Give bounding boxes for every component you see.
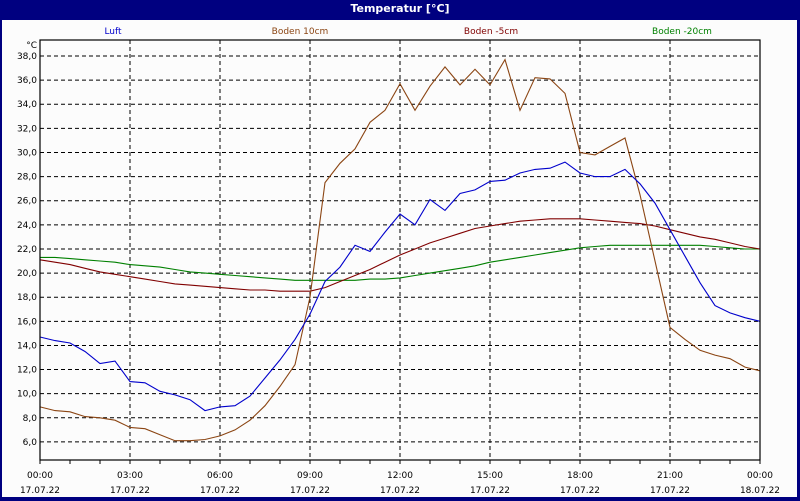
x-tick-date: 17.07.22 — [380, 486, 420, 496]
y-tick-label: 14,0 — [17, 341, 37, 351]
series-line-boden-5cm — [39, 218, 761, 292]
x-tick-time: 21:00 — [657, 471, 683, 481]
y-tick-label: 34,0 — [17, 100, 37, 110]
series-line-boden-10cm — [39, 58, 761, 442]
x-tick-date: 17.07.22 — [290, 486, 330, 496]
x-tick-date: 17.07.22 — [200, 486, 240, 496]
y-tick-label: 28,0 — [17, 173, 37, 183]
series-line-luft — [39, 161, 761, 412]
series-line-boden-20cm — [40, 244, 760, 281]
y-tick-label: 32,0 — [17, 124, 37, 134]
legend-item: Boden 10cm — [272, 27, 329, 37]
y-tick-label: 8,0 — [23, 414, 38, 424]
x-tick-date: 18.07.22 — [740, 486, 780, 496]
line-chart: Luft Boden 10cm Boden -5cm Boden -20cm 38,0 3… — [17, 27, 780, 496]
y-tick-label: 20,0 — [17, 269, 37, 279]
x-tick-time: 18:00 — [567, 471, 593, 481]
legend-item: Boden -20cm — [652, 27, 712, 37]
x-tick-time: 00:00 — [747, 471, 773, 481]
y-tick-label: 16,0 — [17, 317, 37, 327]
y-tick-label: 36,0 — [17, 76, 37, 86]
chart-title: Temperatur [°C] — [350, 2, 450, 15]
y-tick-label: 24,0 — [17, 221, 37, 231]
y-tick-label: 12,0 — [17, 366, 37, 376]
chart-canvas: Luft Boden 10cm Boden -5cm Boden -20cm 38,0 3… — [2, 20, 797, 497]
x-tick-date: 17.07.22 — [20, 486, 60, 496]
x-tick-time: 00:00 — [27, 471, 53, 481]
x-tick-date: 17.07.22 — [560, 486, 600, 496]
x-tick-time: 15:00 — [477, 471, 503, 481]
x-tick-time: 12:00 — [387, 471, 413, 481]
y-tick-label: 18,0 — [17, 293, 37, 303]
legend-item: Luft — [104, 27, 122, 37]
x-tick-time: 06:00 — [207, 471, 233, 481]
plot-area-border — [39, 39, 761, 461]
x-tick-date: 17.07.22 — [470, 486, 510, 496]
x-tick-time: 03:00 — [117, 471, 143, 481]
x-tick-time: 09:00 — [297, 471, 323, 481]
y-axis-unit: °C — [26, 41, 37, 51]
x-tick-date: 17.07.22 — [650, 486, 690, 496]
y-tick-label: 30,0 — [17, 148, 37, 158]
y-tick-label: 26,0 — [17, 197, 37, 207]
y-tick-label: 38,0 — [17, 52, 37, 62]
y-tick-label: 22,0 — [17, 245, 37, 255]
y-tick-label: 6,0 — [23, 438, 38, 448]
legend-item: Boden -5cm — [464, 27, 518, 37]
x-tick-date: 17.07.22 — [110, 486, 150, 496]
y-tick-label: 10,0 — [17, 390, 37, 400]
